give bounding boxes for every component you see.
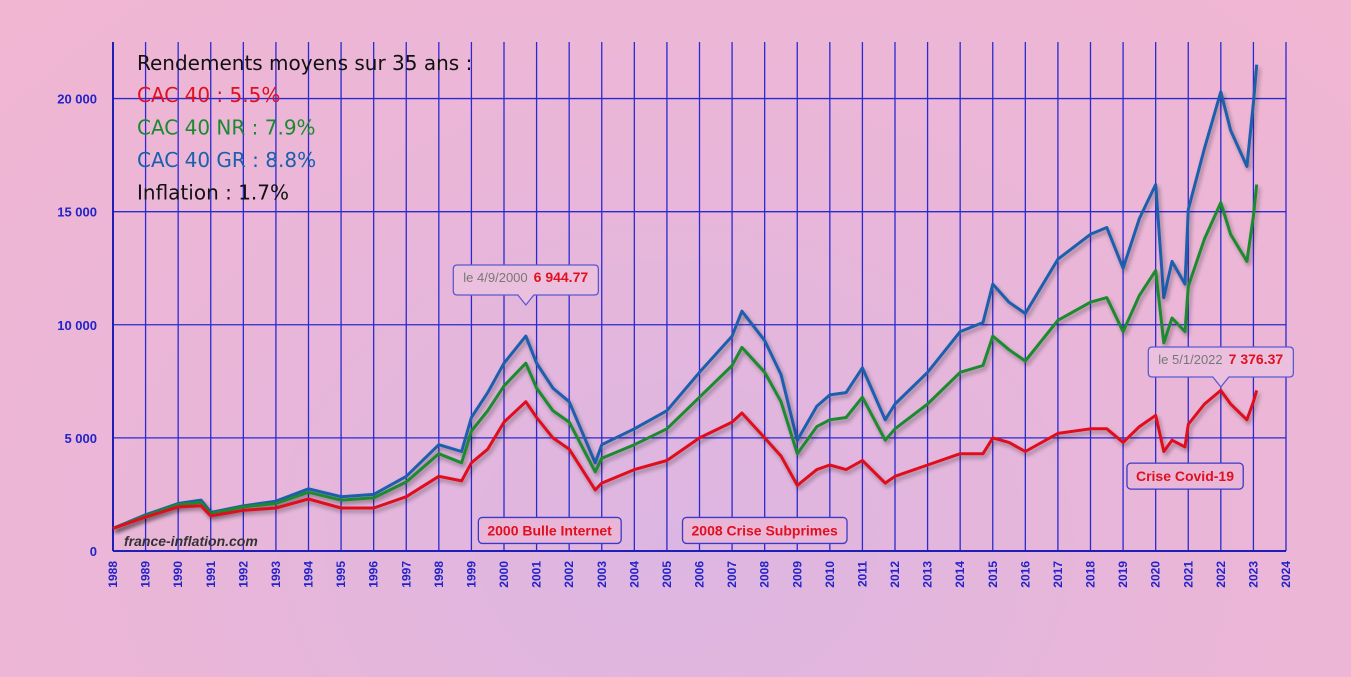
x-tick-label: 2013 [921, 561, 935, 588]
x-tick-label: 2023 [1246, 561, 1260, 588]
annotation-box: Crise Covid-19 [1126, 462, 1244, 490]
x-tick-label: 1989 [139, 561, 153, 588]
x-tick-label: 2001 [530, 561, 544, 588]
value-callout: le 4/9/2000 6 944.77 [452, 264, 600, 307]
annotation-frame [681, 516, 848, 545]
x-tick-label: 2024 [1279, 561, 1293, 588]
value-callout: le 5/1/2022 7 376.37 [1147, 346, 1295, 389]
x-tick-label: 2000 [497, 561, 511, 588]
callout-bubble [452, 264, 600, 307]
x-tick-label: 2006 [693, 561, 707, 588]
series-lines [112, 64, 1259, 530]
x-tick-label: 2009 [790, 561, 804, 588]
annotation-box: 2008 Crise Subprimes [681, 516, 848, 545]
x-tick-label: 2021 [1181, 561, 1195, 588]
x-tick-label: 2015 [986, 561, 1000, 588]
annotation-box: 2000 Bulle Internet [477, 516, 622, 545]
x-tick-label: 1995 [334, 561, 348, 588]
callout-value: 6 944.77 [534, 269, 589, 285]
series-line-cac-40-gr [112, 64, 1259, 530]
x-tick-label: 2014 [953, 561, 967, 588]
annotation-label: Crise Covid-19 [1136, 468, 1234, 484]
x-tick-label: 2005 [660, 561, 674, 588]
x-tick-label: 2007 [725, 561, 739, 588]
x-tick-label: 1994 [302, 561, 316, 588]
annotation-frame [1126, 462, 1244, 490]
y-tick-label: 10 000 [57, 318, 97, 333]
x-tick-label: 1988 [106, 561, 120, 588]
annotation-label: 2000 Bulle Internet [487, 522, 612, 538]
x-tick-label: 2020 [1149, 561, 1163, 588]
series-line-cac-40 [112, 388, 1259, 530]
callout-date: le 4/9/2000 [463, 270, 527, 285]
series-line-cac-40-nr [112, 184, 1259, 530]
x-tick-label: 2010 [823, 561, 837, 588]
x-tick-labels: 1988 1989 1990 1991 1992 1993 1994 1995 1996 1997… [106, 561, 1293, 588]
x-tick-label: 1990 [171, 561, 185, 588]
watermark: france-inflation.com [124, 533, 258, 549]
y-tick-label: 20 000 [57, 92, 97, 107]
x-tick-label: 1999 [464, 561, 478, 588]
y-tick-label: 15 000 [57, 205, 97, 220]
legend-line: CAC 40 GR : 8.8% [137, 148, 316, 172]
x-tick-label: 1997 [399, 561, 413, 588]
legend-line: CAC 40 : 5.5% [137, 83, 280, 107]
x-tick-label: 1998 [432, 561, 446, 588]
x-tick-label: 2018 [1084, 561, 1098, 588]
x-tick-label: 2022 [1214, 561, 1228, 588]
y-tick-label: 5 000 [64, 431, 97, 446]
annotation-label: 2008 Crise Subprimes [692, 522, 839, 538]
x-tick-label: 1996 [367, 561, 381, 588]
y-tick-label: 0 [90, 544, 97, 559]
legend-title: Rendements moyens sur 35 ans : [137, 51, 472, 75]
x-tick-label: 2012 [888, 561, 902, 588]
returns-legend: Rendements moyens sur 35 ans : CAC 40 : … [137, 51, 472, 205]
x-tick-label: 1991 [204, 561, 218, 588]
legend-line: Inflation : 1.7% [137, 181, 289, 205]
callout-bubble [1147, 346, 1295, 389]
axes [112, 42, 1286, 552]
x-tick-label: 2019 [1116, 561, 1130, 588]
callouts: le 4/9/2000 6 944.77 le 5/1/2022 7 376.37 [452, 264, 1295, 389]
x-tick-label: 1992 [236, 561, 250, 588]
callout-date: le 5/1/2022 [1158, 352, 1222, 367]
annotations: 2000 Bulle Internet 2008 Crise Subprimes C… [477, 462, 1244, 545]
annotation-frame [477, 516, 622, 545]
x-tick-label: 2003 [595, 561, 609, 588]
x-tick-label: 2004 [627, 561, 641, 588]
y-tick-labels: 0 5 000 10 000 15 000 20 000 [57, 92, 97, 559]
callout-value: 7 376.37 [1229, 351, 1284, 367]
x-tick-label: 1993 [269, 561, 283, 588]
legend-line: CAC 40 NR : 7.9% [137, 116, 316, 140]
x-tick-label: 2008 [758, 561, 772, 588]
x-tick-label: 2011 [855, 561, 869, 587]
x-tick-label: 2002 [562, 561, 576, 588]
x-tick-label: 2017 [1051, 561, 1065, 588]
x-tick-label: 2016 [1018, 561, 1032, 588]
